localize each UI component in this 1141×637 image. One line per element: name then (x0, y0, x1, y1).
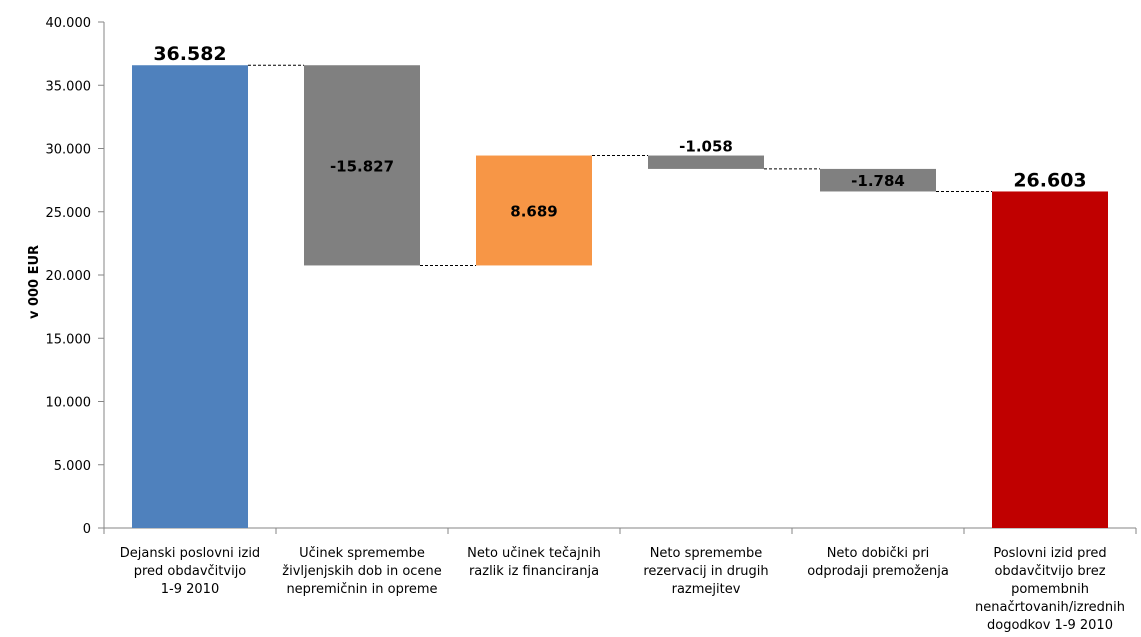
y-axis: 0 5.000 10.000 15.000 20.000 25.000 30.000 35.0… (46, 16, 105, 537)
category-label: Poslovni izid pred (993, 546, 1106, 561)
value-label: -1.058 (679, 138, 733, 156)
bar (132, 65, 248, 528)
category-label: Učinek spremembe (299, 546, 425, 561)
category-label: dogodkov 1-9 2010 (987, 618, 1113, 633)
bar (304, 65, 420, 266)
category-label: nenačrtovanih/izrednih (975, 600, 1125, 615)
y-tick-label: 25.000 (46, 206, 92, 221)
y-tick-label: 40.000 (46, 16, 92, 31)
y-tick-label: 15.000 (46, 332, 92, 347)
category-label: 1-9 2010 (161, 582, 219, 597)
y-tick-label: 35.000 (46, 79, 92, 94)
category-labels: Dejanski poslovni izid pred obdavčitvijo 1… (120, 546, 1125, 633)
y-tick-label: 5.000 (54, 459, 91, 474)
value-label: 8.689 (510, 202, 557, 220)
bar (992, 191, 1108, 528)
category-label: razmejitev (672, 582, 741, 597)
x-axis (103, 527, 1137, 534)
bar (476, 155, 592, 266)
bar (820, 168, 936, 192)
category-label: Neto spremembe (650, 546, 763, 561)
value-label: 36.582 (153, 43, 226, 65)
y-tick-label: 0 (83, 522, 91, 537)
category-label: odprodaji premoženja (807, 564, 949, 579)
category-label: nepremičnin in opreme (286, 582, 437, 597)
value-label: -15.827 (330, 157, 394, 175)
category-label: pred obdavčitvijo (134, 564, 247, 579)
y-tick-label: 20.000 (46, 269, 92, 284)
category-label: obdavčitvijo brez (994, 564, 1105, 579)
category-label: Neto dobički pri (827, 546, 930, 561)
connector-lines (248, 64, 992, 266)
category-label: razlik iz financiranja (469, 564, 599, 579)
category-label: rezervacij in drugih (643, 564, 768, 579)
y-tick-label: 10.000 (46, 396, 92, 411)
bar (648, 155, 764, 169)
value-label: -1.784 (851, 172, 905, 190)
value-labels: 36.582 -15.827 8.689 -1.058 -1.784 26.603 (153, 43, 1086, 220)
value-label: 26.603 (1013, 169, 1086, 191)
category-label: življenjskih dob in ocene (282, 564, 441, 579)
category-label: pomembnih (1011, 582, 1089, 597)
bars (132, 65, 1108, 528)
y-axis-label: v 000 EUR (27, 245, 42, 319)
category-label: Neto učinek tečajnih (467, 546, 601, 561)
category-label: Dejanski poslovni izid (120, 546, 260, 561)
y-tick-label: 30.000 (46, 143, 92, 158)
